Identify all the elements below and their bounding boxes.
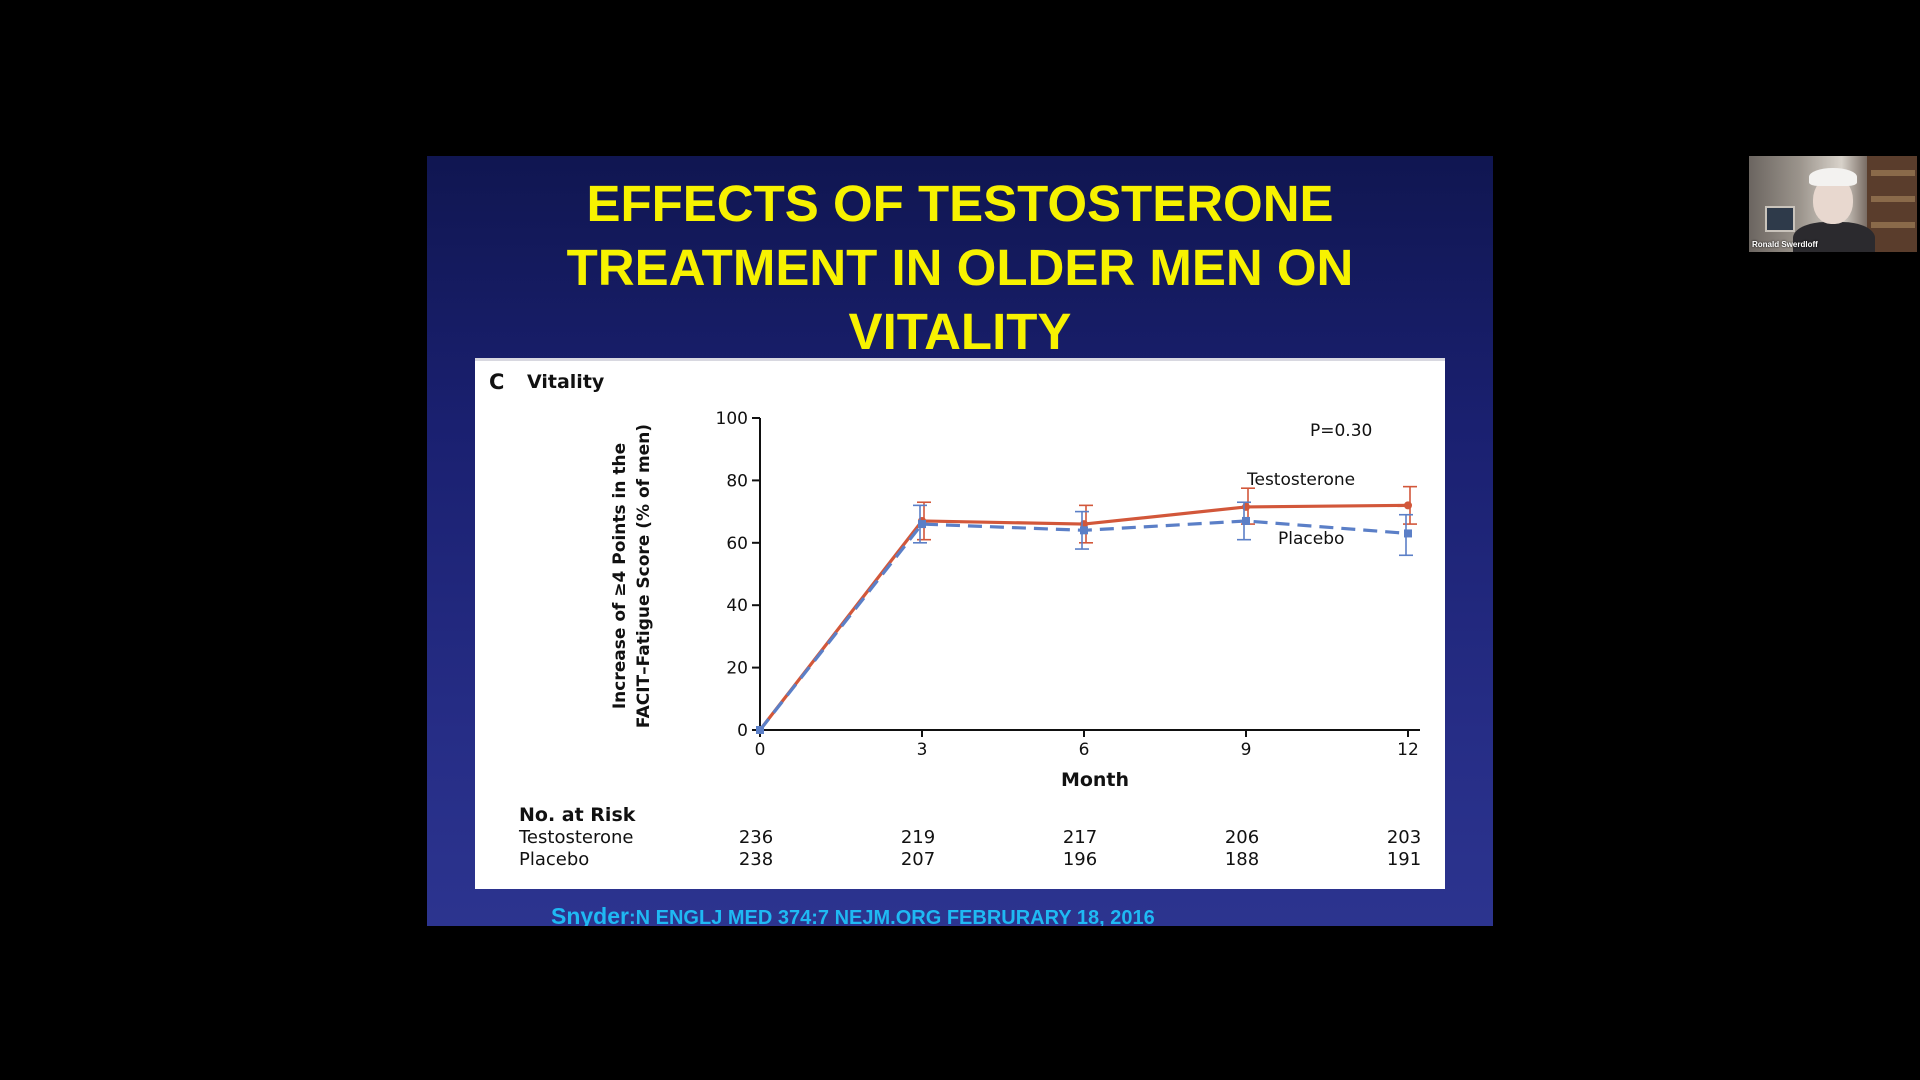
y-tick-label: 80: [726, 471, 748, 491]
risk-value-cell: 236: [739, 827, 773, 848]
participant-name-label: Ronald Swerdloff: [1752, 240, 1818, 249]
risk-table-header: No. at Risk: [519, 804, 636, 826]
bookshelf-row: [1871, 196, 1915, 202]
vitality-chart: C Vitality P=0.30 Increase of ≥4 Points …: [489, 370, 1421, 870]
bookshelf-row: [1871, 170, 1915, 176]
risk-value-cell: 207: [901, 849, 935, 870]
slide-title: EFFECTS OF TESTOSTERONE TREATMENT IN OLD…: [427, 172, 1493, 364]
data-point: [1404, 501, 1412, 510]
series-label-testosterone: Testosterone: [1246, 470, 1355, 490]
risk-value-cell: 206: [1225, 827, 1259, 848]
risk-row-label: Testosterone: [518, 827, 633, 848]
series-line-placebo: [758, 519, 1409, 731]
risk-value-cell: 188: [1225, 849, 1259, 870]
wall-picture: [1765, 206, 1795, 232]
slide-title-line: VITALITY: [848, 303, 1072, 360]
y-axis-label-line: FACIT–Fatigue Score (% of men): [634, 424, 654, 728]
x-tick-label: 0: [755, 740, 766, 760]
x-tick-label: 3: [917, 740, 928, 760]
data-point: [756, 726, 764, 734]
data-point: [1080, 526, 1088, 535]
citation-author: Snyder: [551, 903, 629, 926]
chart-axes: 0 20 40 60 80 100 0 3 6 9 12: [716, 409, 1420, 760]
y-tick-label: 60: [726, 534, 748, 554]
y-axis-label-line: Increase of ≥4 Points in the: [610, 443, 630, 709]
participant-body: [1793, 222, 1875, 252]
y-tick-label: 20: [726, 659, 748, 679]
risk-value-cell: 219: [901, 827, 935, 848]
y-tick-label: 0: [737, 721, 748, 741]
slide-title-line: EFFECTS OF TESTOSTERONE: [586, 175, 1334, 232]
risk-value-cell: 196: [1063, 849, 1097, 870]
series-label-placebo: Placebo: [1278, 529, 1344, 549]
data-point: [1242, 516, 1250, 525]
y-tick-label: 40: [726, 596, 748, 616]
panel-title: Vitality: [527, 371, 605, 393]
figure-panel: C Vitality P=0.30 Increase of ≥4 Points …: [475, 358, 1445, 889]
risk-value-cell: 238: [739, 849, 773, 870]
risk-row-label: Placebo: [519, 849, 589, 870]
data-point: [918, 520, 926, 529]
chart-series: Testosterone Placebo: [756, 470, 1417, 734]
x-tick-label: 6: [1079, 740, 1090, 760]
risk-table: No. at Risk Testosterone Placebo 236 219 2…: [518, 804, 1421, 870]
x-axis-label: Month: [1061, 769, 1129, 791]
risk-values: 236 219 217 206 203 238 207 196 188 191: [739, 827, 1421, 870]
risk-value-cell: 217: [1063, 827, 1097, 848]
webcam-thumbnail[interactable]: Ronald Swerdloff: [1749, 156, 1917, 252]
y-axis-label: Increase of ≥4 Points in the FACIT–Fatig…: [610, 424, 654, 728]
p-value-annotation: P=0.30: [1310, 421, 1372, 441]
x-tick-label: 12: [1397, 740, 1419, 760]
data-point: [1242, 502, 1250, 511]
citation-reference: :N ENGLJ MED 374:7 NEJM.ORG FEBRURARY 18…: [628, 907, 1155, 926]
data-point: [1404, 529, 1412, 538]
risk-value-cell: 191: [1387, 849, 1421, 870]
panel-letter: C: [489, 370, 504, 394]
slide-title-line: TREATMENT IN OLDER MEN ON: [566, 239, 1354, 296]
x-tick-label: 9: [1241, 740, 1252, 760]
slide-citation: Snyder:N ENGLJ MED 374:7 NEJM.ORG FEBRUR…: [551, 903, 1155, 926]
risk-value-cell: 203: [1387, 827, 1421, 848]
presentation-slide: EFFECTS OF TESTOSTERONE TREATMENT IN OLD…: [427, 156, 1493, 926]
y-tick-label: 100: [716, 409, 748, 429]
bookshelf-row: [1871, 222, 1915, 228]
participant-hair: [1809, 168, 1857, 186]
